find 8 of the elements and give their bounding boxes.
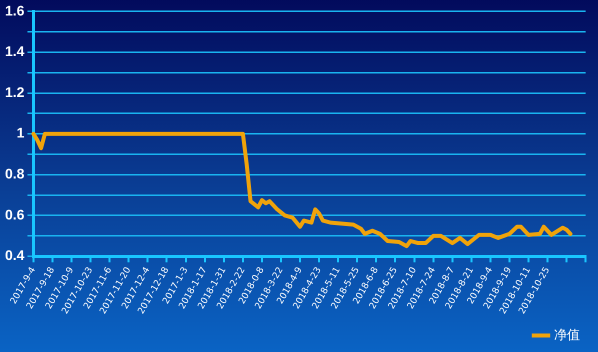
y-tick-label: 1.6 xyxy=(4,2,25,18)
y-tick-label: 0.8 xyxy=(4,166,25,182)
y-tick-label: 0.4 xyxy=(4,247,25,264)
y-tick-label: 1.2 xyxy=(4,84,25,100)
y-tick-label: 0.6 xyxy=(4,206,25,222)
legend-label: 净值 xyxy=(554,328,580,343)
y-tick-label: 1 xyxy=(16,124,25,141)
y-tick-label: 1.4 xyxy=(4,43,25,60)
